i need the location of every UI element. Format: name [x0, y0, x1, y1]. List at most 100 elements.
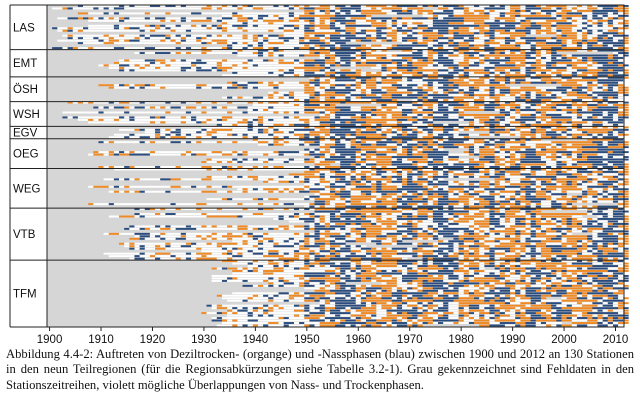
normal-cell — [83, 116, 89, 119]
dry-phase-cell — [283, 101, 290, 104]
normal-cell — [546, 141, 552, 144]
wet-phase-cell — [499, 128, 506, 131]
wet-phase-cell — [540, 17, 547, 20]
wet-phase-cell — [448, 44, 454, 47]
wet-phase-cell — [422, 74, 429, 77]
normal-cell — [278, 126, 284, 129]
dry-phase-cell — [371, 138, 377, 141]
dry-phase-cell — [571, 136, 578, 139]
wet-phase-cell — [257, 131, 264, 134]
dry-phase-cell — [309, 69, 315, 72]
wet-phase-cell — [561, 104, 567, 107]
wet-phase-cell — [504, 39, 511, 42]
dry-phase-cell — [546, 99, 552, 102]
wet-phase-cell — [381, 57, 387, 59]
normal-cell — [350, 136, 356, 139]
wet-phase-cell — [335, 52, 341, 54]
normal-cell — [504, 121, 511, 124]
normal-cell — [329, 5, 336, 7]
normal-cell — [113, 84, 120, 87]
normal-cell — [88, 12, 94, 15]
normal-cell — [185, 17, 192, 20]
wet-phase-cell — [119, 116, 125, 119]
dry-phase-cell — [540, 128, 547, 131]
wet-phase-cell — [582, 22, 588, 25]
dry-phase-cell — [479, 19, 485, 22]
normal-cell — [170, 133, 176, 136]
dry-phase-cell — [134, 37, 140, 40]
wet-phase-cell — [530, 17, 537, 20]
dry-phase-cell — [412, 39, 418, 42]
normal-cell — [170, 24, 176, 27]
normal-cell — [525, 44, 531, 47]
wet-phase-cell — [180, 59, 187, 62]
normal-cell — [129, 59, 135, 62]
normal-cell — [355, 106, 362, 109]
normal-cell — [504, 52, 511, 54]
dry-phase-cell — [499, 126, 506, 129]
dry-phase-cell — [365, 47, 372, 50]
dry-phase-cell — [206, 7, 212, 10]
normal-cell — [98, 24, 104, 27]
normal-cell — [139, 7, 146, 10]
wet-phase-cell — [623, 74, 629, 77]
wet-phase-cell — [551, 17, 557, 20]
normal-cell — [124, 7, 130, 10]
wet-phase-cell — [355, 24, 362, 27]
normal-cell — [283, 99, 290, 102]
dry-phase-cell — [458, 79, 465, 82]
wet-phase-cell — [448, 52, 454, 54]
normal-cell — [504, 14, 511, 17]
wet-phase-cell — [458, 126, 465, 129]
wet-phase-cell — [556, 59, 562, 62]
wet-phase-cell — [489, 52, 495, 54]
dry-phase-cell — [345, 74, 351, 77]
normal-cell — [257, 27, 264, 30]
wet-phase-cell — [427, 128, 434, 131]
normal-cell — [268, 111, 274, 114]
dry-phase-cell — [263, 141, 269, 144]
wet-phase-cell — [417, 54, 423, 57]
wet-phase-cell — [376, 96, 382, 99]
normal-cell — [227, 84, 233, 87]
dry-phase-cell — [576, 113, 583, 116]
wet-phase-cell — [525, 5, 531, 7]
dry-phase-cell — [515, 12, 521, 15]
dry-phase-cell — [221, 22, 228, 25]
dry-phase-cell — [474, 22, 480, 25]
dry-phase-cell — [587, 5, 593, 7]
wet-phase-cell — [453, 44, 459, 47]
wet-phase-cell — [402, 12, 408, 15]
dry-phase-cell — [540, 133, 547, 136]
dry-phase-cell — [201, 111, 207, 114]
wet-phase-cell — [119, 64, 125, 67]
dry-phase-cell — [314, 69, 320, 72]
wet-phase-cell — [438, 37, 444, 40]
wet-phase-cell — [607, 133, 614, 136]
wet-phase-cell — [335, 123, 341, 126]
normal-cell — [108, 118, 115, 121]
dry-phase-cell — [540, 24, 547, 27]
wet-phase-cell — [556, 116, 562, 119]
dry-phase-cell — [510, 106, 516, 109]
wet-phase-cell — [304, 64, 310, 67]
normal-cell — [540, 5, 547, 7]
wet-phase-cell — [438, 61, 444, 64]
wet-phase-cell — [499, 141, 506, 144]
dry-phase-cell — [427, 32, 434, 35]
normal-cell — [216, 111, 223, 114]
normal-cell — [149, 69, 156, 72]
wet-phase-cell — [113, 7, 120, 10]
wet-phase-cell — [252, 81, 259, 84]
dry-phase-cell — [489, 39, 495, 42]
wet-phase-cell — [484, 47, 490, 50]
dry-phase-cell — [576, 128, 583, 131]
dry-phase-cell — [494, 37, 501, 40]
wet-phase-cell — [309, 47, 315, 50]
dry-phase-cell — [134, 128, 140, 131]
wet-phase-cell — [304, 128, 310, 131]
normal-cell — [83, 34, 89, 37]
wet-phase-cell — [525, 42, 531, 45]
dry-phase-cell — [391, 39, 398, 42]
normal-cell — [113, 42, 120, 45]
